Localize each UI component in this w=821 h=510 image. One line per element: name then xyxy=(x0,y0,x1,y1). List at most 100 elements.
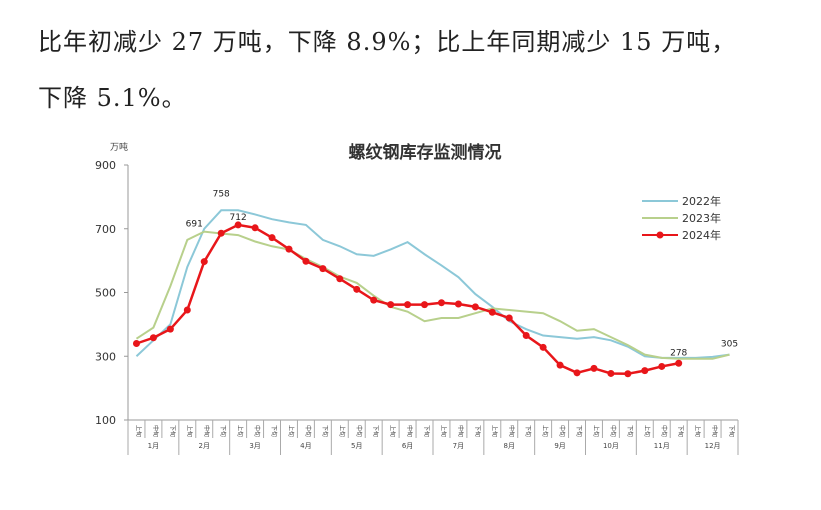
x-tick-label: 下旬 xyxy=(524,425,532,437)
data-point xyxy=(573,369,581,377)
x-tick-label: 中旬 xyxy=(507,425,515,437)
x-tick-label: 上旬 xyxy=(541,425,549,437)
data-point xyxy=(607,369,615,377)
x-tick-label: 中旬 xyxy=(304,425,312,437)
data-label: 305 xyxy=(721,340,738,350)
data-point xyxy=(471,303,479,311)
x-tick-label: 下旬 xyxy=(372,425,380,437)
x-tick-label: 中旬 xyxy=(202,425,210,437)
data-point xyxy=(437,299,445,307)
y-tick-label: 900 xyxy=(95,159,116,172)
data-point xyxy=(302,257,310,265)
y-tick-label: 100 xyxy=(95,414,116,427)
legend-label: 2023年 xyxy=(682,211,721,225)
data-point xyxy=(285,245,293,253)
legend-label: 2022年 xyxy=(682,194,721,208)
month-label: 9月 xyxy=(554,442,565,450)
data-point xyxy=(353,285,361,293)
month-label: 3月 xyxy=(249,442,260,450)
month-label: 4月 xyxy=(300,442,311,450)
month-label: 7月 xyxy=(453,442,464,450)
x-tick-label: 中旬 xyxy=(253,425,261,437)
data-point xyxy=(183,306,191,314)
data-point xyxy=(217,229,225,237)
month-label: 12月 xyxy=(705,442,721,450)
x-tick-label: 下旬 xyxy=(219,425,227,437)
x-tick-label: 下旬 xyxy=(168,425,176,437)
x-tick-label: 上旬 xyxy=(338,425,346,437)
x-tick-label: 中旬 xyxy=(660,425,668,437)
x-tick-label: 上旬 xyxy=(236,425,244,437)
x-tick-label: 上旬 xyxy=(389,425,397,437)
data-point xyxy=(200,258,208,266)
y-axis-unit: 万吨 xyxy=(110,141,128,153)
data-point xyxy=(488,308,496,316)
data-point xyxy=(234,221,242,229)
x-tick-label: 下旬 xyxy=(270,425,278,437)
x-tick-label: 上旬 xyxy=(134,425,142,437)
month-label: 10月 xyxy=(603,442,619,450)
data-label: 758 xyxy=(213,189,230,199)
y-tick-label: 300 xyxy=(95,350,116,363)
data-point xyxy=(505,314,513,322)
data-point xyxy=(132,340,140,347)
data-point xyxy=(590,364,598,372)
x-tick-label: 上旬 xyxy=(643,425,651,437)
x-tick-label: 中旬 xyxy=(711,425,719,437)
data-point xyxy=(421,301,429,309)
x-tick-label: 下旬 xyxy=(728,425,736,437)
x-tick-label: 上旬 xyxy=(439,425,447,437)
x-tick-label: 下旬 xyxy=(473,425,481,437)
x-tick-label: 下旬 xyxy=(423,425,431,437)
x-tick-label: 上旬 xyxy=(185,425,193,437)
paragraph-line-1: 比年初减少 27 万吨，下降 8.9%；比上年同期减少 15 万吨， xyxy=(38,28,737,56)
data-point xyxy=(624,370,632,378)
month-label: 5月 xyxy=(351,442,362,450)
data-point xyxy=(370,296,378,304)
month-label: 2月 xyxy=(199,442,210,450)
data-point xyxy=(675,359,683,367)
data-point xyxy=(539,343,547,351)
data-point xyxy=(387,301,395,309)
x-tick-label: 下旬 xyxy=(626,425,634,437)
series-line-2024年 xyxy=(136,223,679,376)
data-point xyxy=(319,265,327,273)
data-point xyxy=(251,224,259,232)
series-line-2022年 xyxy=(135,209,730,359)
data-point xyxy=(149,334,157,342)
x-tick-label: 上旬 xyxy=(592,425,600,437)
data-label: 712 xyxy=(230,213,247,223)
x-tick-label: 上旬 xyxy=(694,425,702,437)
month-label: 8月 xyxy=(504,442,515,450)
legend-marker xyxy=(656,231,664,239)
month-label: 6月 xyxy=(402,442,413,450)
x-tick-label: 中旬 xyxy=(558,425,566,437)
y-tick-label: 500 xyxy=(95,287,116,300)
data-label: 278 xyxy=(670,348,687,358)
x-tick-label: 中旬 xyxy=(151,425,159,437)
data-point xyxy=(166,325,174,333)
data-point xyxy=(454,300,462,308)
legend-label: 2024年 xyxy=(682,228,721,242)
x-tick-label: 中旬 xyxy=(456,425,464,437)
month-label: 1月 xyxy=(148,442,159,450)
month-label: 11月 xyxy=(654,442,670,450)
chart-title: 螺纹钢库存监测情况 xyxy=(349,142,502,163)
series-line-2023年 xyxy=(135,230,730,360)
data-point xyxy=(641,367,649,375)
x-tick-label: 下旬 xyxy=(575,425,583,437)
data-point xyxy=(404,301,412,309)
data-label: 691 xyxy=(186,220,203,230)
x-tick-label: 下旬 xyxy=(321,425,329,437)
x-tick-label: 中旬 xyxy=(406,425,414,437)
data-point xyxy=(658,362,666,370)
data-point xyxy=(522,332,530,340)
data-point xyxy=(556,361,564,369)
data-point xyxy=(336,275,344,283)
y-tick-label: 700 xyxy=(95,223,116,236)
paragraph-line-2: 下降 5.1%。 xyxy=(38,84,187,112)
x-tick-label: 下旬 xyxy=(677,425,685,437)
x-tick-label: 上旬 xyxy=(287,425,295,437)
x-tick-label: 中旬 xyxy=(609,425,617,437)
